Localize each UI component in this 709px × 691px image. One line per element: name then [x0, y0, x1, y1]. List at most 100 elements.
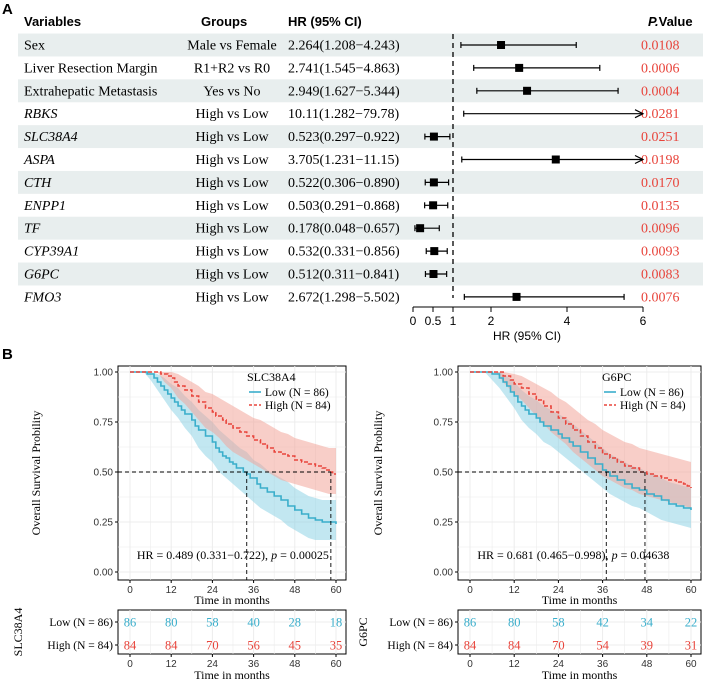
ci-arrow — [634, 109, 645, 119]
km-legend: SLC38A4 Low (N = 86)High (N = 84) — [247, 370, 331, 412]
hr-ci-text: 2.672(1.298−5.502) — [288, 290, 400, 305]
forest-plot: Variables Groups HR (95% CI) P.Value Sex… — [18, 14, 703, 343]
hr-ci-text: 0.512(0.311−0.841) — [288, 268, 400, 283]
group-label: High vs Low — [195, 199, 269, 214]
risk-x-tick-label: 24 — [207, 659, 219, 670]
risk-count: 31 — [685, 639, 698, 653]
legend-label: Low (N = 86) — [620, 387, 684, 399]
variable-label: SLC38A4 — [24, 130, 78, 145]
group-label: High vs Low — [195, 153, 269, 168]
forest-rows: Sex Male vs Female 2.264(1.208−4.243) 0.010… — [23, 39, 680, 306]
x-axis-label: Time in months — [542, 593, 618, 607]
y-tick-label: 0.75 — [434, 418, 454, 429]
x-tick-label: 60 — [685, 585, 697, 596]
risk-count: 70 — [206, 639, 219, 653]
p-italic: p — [611, 548, 618, 562]
p-value-text: 0.0135 — [641, 199, 680, 214]
risk-count: 54 — [596, 639, 609, 653]
forest-x-axis: 0 0.5 1 2 4 6 — [410, 306, 647, 328]
forest-row: RBKS High vs Low 10.11(1.282−79.78) 0.0281 — [23, 107, 680, 122]
km-legend: G6PC Low (N = 86)High (N = 84) — [602, 370, 686, 412]
forest-row: Liver Resection Margin R1+R2 vs R0 2.741(1… — [24, 61, 680, 76]
p-value-text: 0.0198 — [641, 153, 680, 168]
variable-label: Liver Resection Margin — [24, 61, 158, 76]
hr-ci-text: 0.523(0.297−0.922) — [288, 130, 400, 145]
risk-x-tick-label: 60 — [685, 659, 697, 670]
hr-point — [429, 132, 438, 141]
forest-row: TF High vs Low 0.178(0.048−0.657) 0.0096 — [24, 222, 680, 237]
x-tick-label: 60 — [330, 585, 342, 596]
risk-x-tick-label: 0 — [467, 659, 473, 670]
hr-text: HR = 0.681 (0.465−0.998), — [477, 548, 611, 562]
forest-tick-label: 6 — [640, 314, 647, 328]
km-axes: 0 12 24 36 48 60 0.00 0.25 0.50 0.75 1.00 Time in m… — [371, 368, 697, 608]
forest-row-stripe — [18, 125, 703, 149]
x-tick-label: 48 — [641, 585, 653, 596]
km-plot-g6pc: 0 12 24 36 48 60 0.00 0.25 0.50 0.75 1.00 Time in m… — [356, 365, 702, 682]
header-groups: Groups — [201, 14, 247, 29]
y-tick-label: 0.00 — [94, 568, 114, 579]
forest-row-stripe — [18, 216, 703, 240]
group-label: Yes vs No — [204, 84, 261, 99]
hr-annotation: HR = 0.681 (0.465−0.998), p = 0.04638 — [477, 548, 669, 562]
risk-table: Low (N = 86) 86 80 58 40 28 18 High (N = 84) 84 8… — [11, 608, 347, 682]
hr-point — [523, 86, 532, 95]
risk-y-label: SLC38A4 — [11, 608, 25, 657]
variable-label: Sex — [24, 39, 45, 54]
risk-y-label: G6PC — [356, 617, 370, 646]
risk-count: 28 — [289, 616, 302, 630]
risk-count: 42 — [596, 616, 609, 630]
hr-point — [429, 178, 438, 187]
risk-x-tick-label: 48 — [289, 659, 301, 670]
p-value-text: 0.0093 — [641, 245, 680, 260]
header-p-suffix: Value — [659, 14, 693, 29]
forest-row-stripe — [18, 170, 703, 194]
risk-x-label: Time in months — [194, 668, 270, 682]
group-label: High vs Low — [195, 222, 269, 237]
p-text: = 0.04638 — [618, 548, 670, 562]
hr-ci-text: 0.178(0.048−0.657) — [288, 222, 400, 237]
risk-count: 35 — [330, 639, 343, 653]
group-label: High vs Low — [195, 245, 269, 260]
p-value-text: 0.0108 — [641, 39, 680, 54]
legend-label: High (N = 84) — [265, 400, 331, 412]
variable-label: RBKS — [23, 107, 57, 122]
risk-count: 58 — [552, 616, 565, 630]
risk-x-tick-label: 0 — [127, 659, 133, 670]
risk-count: 22 — [685, 616, 698, 630]
x-tick-label: 0 — [467, 585, 473, 596]
x-tick-label: 36 — [248, 585, 260, 596]
legend-label: Low (N = 86) — [265, 387, 329, 399]
legend-title: G6PC — [602, 370, 631, 384]
survival-curve — [470, 371, 692, 488]
risk-count: 34 — [641, 616, 654, 630]
median-lines — [458, 471, 646, 580]
risk-count: 45 — [289, 639, 302, 653]
y-tick-label: 0.50 — [94, 468, 114, 479]
p-value-text: 0.0083 — [641, 268, 680, 283]
forest-tick-label: 1 — [450, 314, 457, 328]
hr-ci-text: 0.522(0.306−0.890) — [288, 176, 400, 191]
risk-table-frame — [117, 609, 347, 655]
panel-label-b: B — [2, 346, 13, 363]
p-value-text: 0.0281 — [641, 107, 680, 122]
p-value-text: 0.0170 — [641, 176, 680, 191]
hr-text: HR = 0.489 (0.331−0.722), — [137, 548, 271, 562]
km-plot-slc38a4: 0 12 24 36 48 60 0.00 0.25 0.50 0.75 1.00 Time in m… — [11, 365, 347, 682]
hr-point — [551, 155, 560, 164]
variable-label: G6PC — [24, 268, 60, 283]
header-hr: HR (95% CI) — [288, 14, 362, 29]
risk-x-tick-label: 36 — [248, 659, 260, 670]
risk-x-tick-label: 36 — [597, 659, 609, 670]
forest-row: CTH High vs Low 0.522(0.306−0.890) 0.0170 — [24, 176, 680, 191]
p-value-text: 0.0076 — [641, 290, 680, 305]
ci-band — [130, 372, 336, 540]
forest-row: CYP39A1 High vs Low 0.532(0.331−0.856) 0.00… — [24, 245, 680, 260]
x-tick-label: 24 — [553, 585, 565, 596]
x-tick-label: 36 — [597, 585, 609, 596]
y-axis-label: Overall Survival Probility — [29, 411, 43, 536]
risk-count: 56 — [247, 639, 260, 653]
risk-table-frame — [457, 609, 702, 655]
survival-curve — [470, 371, 692, 510]
hr-annotation: HR = 0.489 (0.331−0.722), p = 0.00025 — [137, 548, 329, 562]
